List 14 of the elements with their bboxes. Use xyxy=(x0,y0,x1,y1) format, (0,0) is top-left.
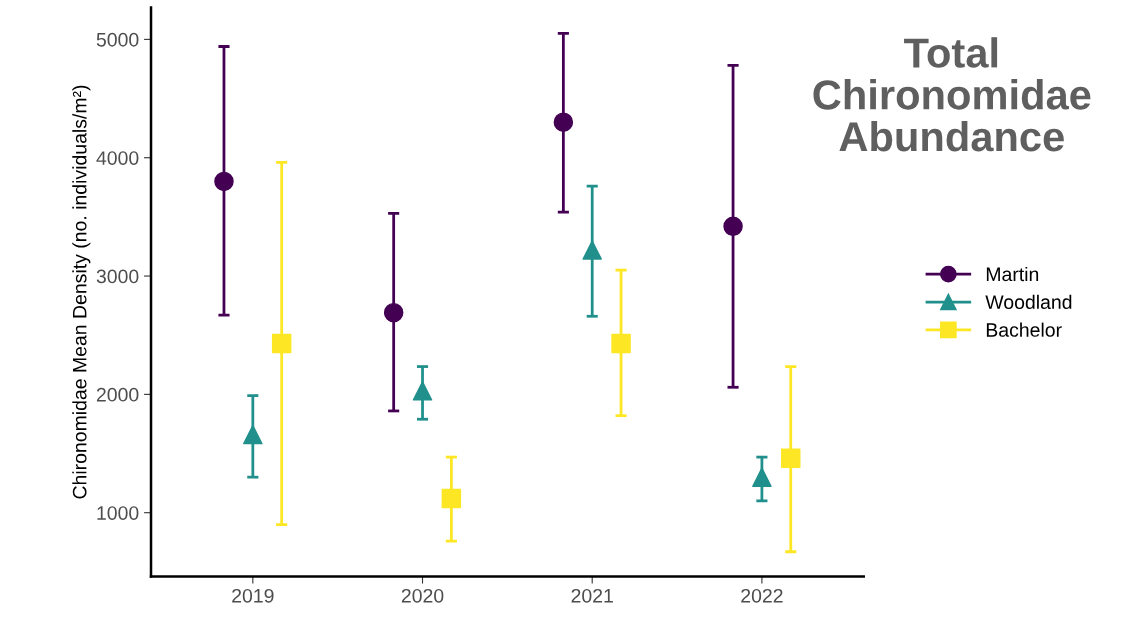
y-tick-label: 3000 xyxy=(96,269,139,284)
y-axis-title: Chironomidae Mean Density (no. individuals/m²) xyxy=(72,85,91,499)
y-tick-label: 5000 xyxy=(96,32,139,47)
y-tick-label: 1000 xyxy=(97,506,139,520)
x-tick-label: 2020 xyxy=(401,588,444,603)
y-tick-label: 4000 xyxy=(96,151,139,165)
text: Total Chironomidae Abundance xyxy=(813,37,1091,152)
x-tick-label: 2019 xyxy=(232,588,274,603)
y-tick-label: 2000 xyxy=(96,387,139,402)
x-tick-label: 2022 xyxy=(741,588,783,603)
x-tick-label: 2021 xyxy=(571,588,613,603)
legend-label: Bachelor xyxy=(986,322,1062,337)
legend-label: Woodland xyxy=(985,294,1072,310)
legend-label: Martin xyxy=(986,266,1039,282)
